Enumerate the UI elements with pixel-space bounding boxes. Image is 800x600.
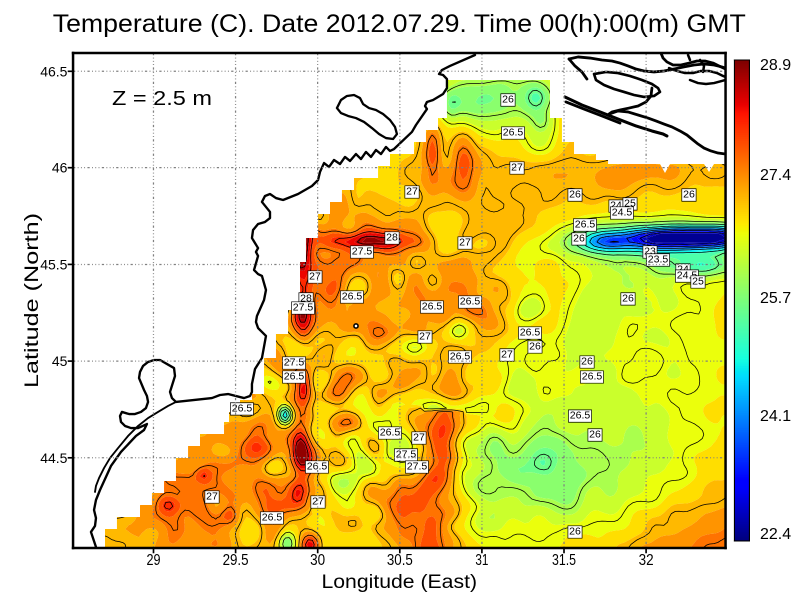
svg-text:27.5: 27.5 [407, 461, 428, 473]
svg-text:Latitude (North): Latitude (North) [21, 213, 43, 388]
svg-text:27: 27 [413, 432, 425, 444]
svg-text:46.5: 46.5 [40, 63, 67, 79]
svg-text:22.4: 22.4 [760, 526, 791, 543]
svg-text:Z = 2.5 m: Z = 2.5 m [112, 88, 212, 110]
svg-text:26: 26 [502, 94, 514, 106]
svg-text:27.5: 27.5 [396, 449, 417, 461]
svg-text:31: 31 [475, 552, 488, 569]
svg-text:23: 23 [644, 246, 656, 258]
svg-text:27: 27 [206, 491, 218, 503]
svg-text:26.5: 26.5 [460, 296, 481, 308]
svg-text:24: 24 [610, 200, 622, 212]
svg-text:26: 26 [622, 293, 634, 305]
svg-text:28: 28 [386, 232, 398, 244]
svg-text:25: 25 [624, 198, 636, 210]
svg-text:26.5: 26.5 [570, 410, 591, 422]
svg-text:29: 29 [146, 552, 160, 569]
svg-text:28: 28 [300, 293, 312, 305]
svg-text:24.1: 24.1 [760, 408, 791, 425]
svg-text:27.5: 27.5 [293, 302, 314, 314]
svg-text:27: 27 [406, 186, 418, 198]
svg-text:45.5: 45.5 [40, 256, 67, 272]
svg-text:27: 27 [309, 271, 321, 283]
svg-text:27.5: 27.5 [284, 357, 305, 369]
svg-text:46: 46 [52, 160, 68, 176]
svg-text:45: 45 [52, 353, 68, 369]
svg-text:44.5: 44.5 [40, 450, 67, 466]
svg-text:26: 26 [569, 189, 581, 201]
svg-text:27: 27 [511, 162, 523, 174]
svg-text:25: 25 [692, 276, 704, 288]
svg-text:25.7: 25.7 [760, 290, 791, 307]
svg-text:27: 27 [501, 349, 513, 361]
svg-text:26.5: 26.5 [262, 512, 283, 524]
svg-text:Longitude (East): Longitude (East) [321, 571, 477, 593]
svg-text:27.4: 27.4 [760, 167, 791, 184]
svg-text:30.5: 30.5 [387, 552, 413, 569]
svg-text:27: 27 [419, 331, 431, 343]
svg-text:26: 26 [581, 356, 593, 368]
svg-text:26: 26 [683, 189, 695, 201]
svg-text:26.5: 26.5 [520, 327, 541, 339]
svg-text:27: 27 [312, 496, 324, 508]
svg-text:24.5: 24.5 [612, 207, 633, 219]
svg-text:26.5: 26.5 [422, 301, 443, 313]
svg-text:28.9: 28.9 [760, 57, 791, 74]
svg-text:26.5: 26.5 [284, 371, 305, 383]
svg-text:32: 32 [639, 552, 654, 569]
svg-text:27: 27 [459, 237, 471, 249]
svg-text:27.5: 27.5 [352, 246, 373, 258]
svg-text:Temperature (C). Date 2012.07.: Temperature (C). Date 2012.07.29. Time 0… [53, 10, 746, 38]
svg-text:26.5: 26.5 [342, 291, 363, 303]
svg-text:30: 30 [310, 552, 325, 569]
svg-text:26: 26 [573, 233, 585, 245]
svg-text:23.5: 23.5 [648, 254, 669, 266]
svg-text:26.5: 26.5 [450, 351, 471, 363]
svg-text:26: 26 [529, 341, 541, 353]
svg-text:26.5: 26.5 [380, 427, 401, 439]
svg-text:29.5: 29.5 [223, 552, 249, 569]
svg-text:26: 26 [569, 526, 581, 538]
svg-text:26.5: 26.5 [232, 403, 253, 415]
svg-text:26.5: 26.5 [575, 219, 596, 231]
svg-text:31.5: 31.5 [552, 552, 576, 569]
svg-text:26: 26 [589, 429, 601, 441]
svg-text:26.5: 26.5 [503, 127, 524, 139]
svg-text:26.5: 26.5 [582, 371, 603, 383]
